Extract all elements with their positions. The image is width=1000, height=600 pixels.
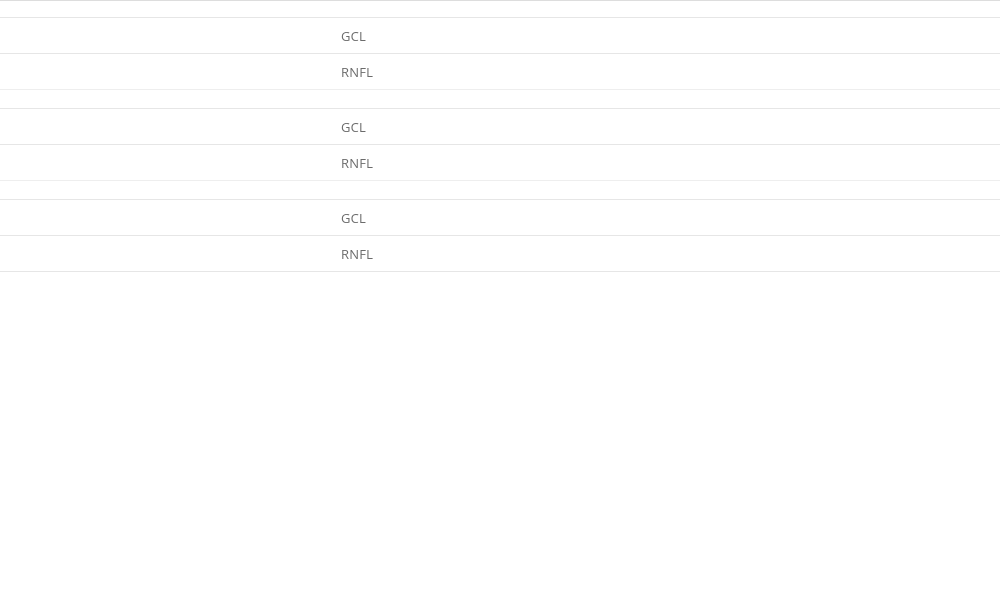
table-row: GCL bbox=[0, 199, 1000, 236]
table-row: RNFL bbox=[0, 144, 1000, 181]
table-row: RNFL bbox=[0, 53, 1000, 90]
layer-label: GCL bbox=[0, 27, 1000, 45]
table-row-spacer bbox=[0, 0, 1000, 18]
table-row-spacer bbox=[0, 89, 1000, 109]
layer-label: RNFL bbox=[0, 245, 1000, 263]
table-row: RNFL bbox=[0, 235, 1000, 272]
layer-table: GCL RNFL GCL RNFL GCL RNFL bbox=[0, 0, 1000, 272]
layer-label: GCL bbox=[0, 209, 1000, 227]
table-row: GCL bbox=[0, 108, 1000, 145]
table-row: GCL bbox=[0, 17, 1000, 54]
table-row-spacer bbox=[0, 180, 1000, 200]
layer-label: RNFL bbox=[0, 154, 1000, 172]
layer-label: GCL bbox=[0, 118, 1000, 136]
layer-label: RNFL bbox=[0, 63, 1000, 81]
